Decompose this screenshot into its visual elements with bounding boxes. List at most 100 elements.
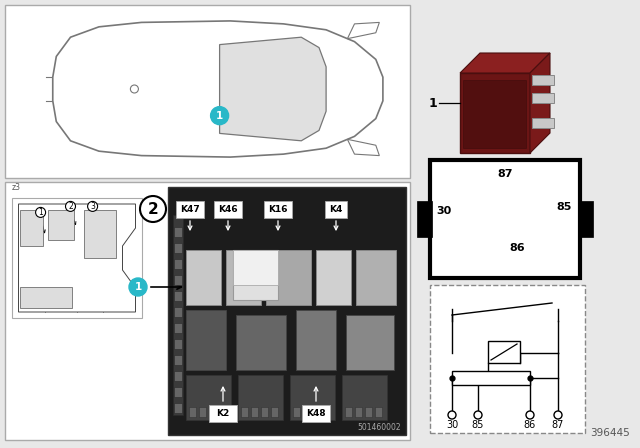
Circle shape — [474, 411, 482, 419]
Bar — [578, 201, 593, 237]
Text: 30: 30 — [446, 420, 458, 430]
Bar — [271, 407, 278, 417]
Text: 3: 3 — [90, 202, 95, 211]
Bar — [199, 407, 206, 417]
Bar — [238, 375, 283, 420]
Bar — [296, 310, 336, 370]
Bar — [5, 5, 410, 178]
Bar — [174, 259, 182, 269]
Bar — [463, 80, 526, 148]
Bar — [186, 250, 221, 305]
Text: K4: K4 — [330, 204, 342, 214]
Circle shape — [36, 207, 45, 217]
Bar — [251, 407, 258, 417]
Bar — [303, 407, 310, 417]
Circle shape — [554, 411, 562, 419]
Text: 1: 1 — [428, 96, 437, 109]
Bar — [241, 407, 248, 417]
Bar — [226, 250, 261, 305]
Text: 87: 87 — [552, 420, 564, 430]
Bar — [261, 407, 268, 417]
Bar — [236, 315, 286, 370]
Circle shape — [88, 202, 97, 211]
Bar — [532, 93, 554, 103]
Bar — [83, 210, 116, 258]
Text: 396445: 396445 — [590, 428, 630, 438]
Bar — [186, 375, 231, 420]
Bar — [174, 291, 182, 301]
Bar — [176, 201, 204, 218]
Bar — [290, 375, 335, 420]
Bar — [452, 371, 530, 385]
Bar — [174, 275, 182, 285]
Circle shape — [526, 411, 534, 419]
Text: 86: 86 — [524, 420, 536, 430]
Bar — [233, 250, 278, 300]
Bar — [356, 250, 396, 305]
Circle shape — [448, 411, 456, 419]
Text: K46: K46 — [218, 204, 238, 214]
Polygon shape — [19, 204, 136, 312]
Bar — [293, 407, 300, 417]
Bar — [174, 403, 182, 413]
Bar — [189, 407, 196, 417]
Text: 2: 2 — [68, 202, 73, 211]
Text: 1: 1 — [38, 208, 43, 217]
Bar — [174, 371, 182, 381]
Text: 1: 1 — [134, 282, 141, 292]
Bar — [316, 250, 351, 305]
Bar — [430, 160, 580, 278]
Bar — [174, 243, 182, 253]
Bar — [460, 73, 530, 153]
Bar — [346, 315, 394, 370]
Circle shape — [211, 107, 228, 125]
Bar — [264, 201, 292, 218]
Bar — [209, 407, 216, 417]
Bar — [375, 407, 382, 417]
Polygon shape — [220, 37, 326, 141]
Bar — [174, 355, 182, 365]
Bar — [325, 201, 347, 218]
Bar — [168, 187, 406, 435]
Bar — [49, 210, 74, 240]
Bar — [174, 339, 182, 349]
Text: K47: K47 — [180, 204, 200, 214]
Bar — [20, 210, 44, 246]
Bar — [532, 75, 554, 85]
Polygon shape — [348, 139, 380, 155]
Polygon shape — [530, 53, 550, 153]
Text: z3: z3 — [12, 183, 21, 192]
Bar — [417, 201, 432, 237]
Bar — [214, 201, 242, 218]
Bar — [219, 407, 226, 417]
Bar — [532, 118, 554, 128]
Bar — [174, 323, 182, 333]
Bar — [302, 405, 330, 422]
Bar — [174, 307, 182, 317]
Text: K2: K2 — [216, 409, 230, 418]
Bar — [173, 215, 183, 415]
Circle shape — [131, 85, 138, 93]
Text: 30: 30 — [436, 206, 452, 216]
Bar — [174, 387, 182, 397]
Bar — [266, 250, 311, 305]
Bar — [12, 198, 142, 318]
Circle shape — [129, 278, 147, 296]
Bar — [365, 407, 372, 417]
Text: 85: 85 — [472, 420, 484, 430]
Text: 85: 85 — [556, 202, 572, 212]
Polygon shape — [348, 22, 380, 39]
Bar — [430, 285, 585, 433]
Bar — [20, 287, 72, 308]
Bar — [5, 182, 410, 440]
Bar — [313, 407, 320, 417]
Polygon shape — [52, 21, 383, 157]
Text: K16: K16 — [268, 204, 288, 214]
Bar — [355, 407, 362, 417]
Text: 87: 87 — [497, 169, 513, 179]
Bar — [345, 407, 352, 417]
Bar — [233, 250, 278, 285]
Text: 1: 1 — [216, 111, 223, 121]
Text: 501460002: 501460002 — [357, 422, 401, 431]
Circle shape — [65, 202, 76, 211]
